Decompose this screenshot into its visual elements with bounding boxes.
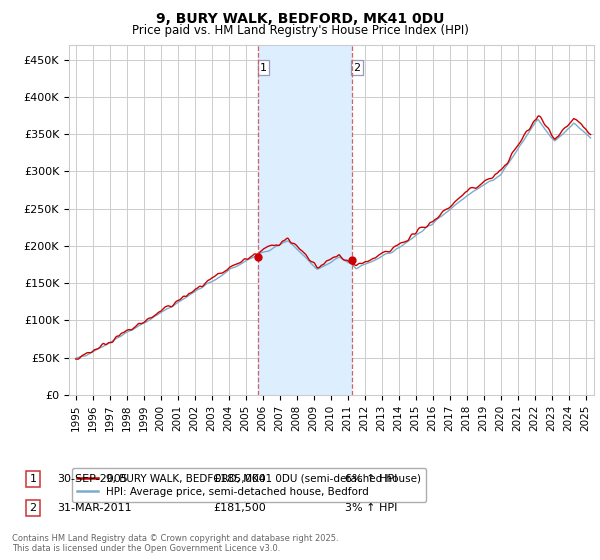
Text: 2: 2 — [29, 503, 37, 513]
Text: £185,000: £185,000 — [213, 474, 266, 484]
Text: 2: 2 — [353, 63, 361, 73]
Text: 30-SEP-2005: 30-SEP-2005 — [57, 474, 128, 484]
Text: 1: 1 — [260, 63, 267, 73]
Legend: 9, BURY WALK, BEDFORD, MK41 0DU (semi-detached house), HPI: Average price, semi-: 9, BURY WALK, BEDFORD, MK41 0DU (semi-de… — [71, 468, 426, 502]
Text: 9, BURY WALK, BEDFORD, MK41 0DU: 9, BURY WALK, BEDFORD, MK41 0DU — [156, 12, 444, 26]
Text: 31-MAR-2011: 31-MAR-2011 — [57, 503, 131, 513]
Text: 3% ↑ HPI: 3% ↑ HPI — [345, 503, 397, 513]
Text: £181,500: £181,500 — [213, 503, 266, 513]
Text: 6% ↑ HPI: 6% ↑ HPI — [345, 474, 397, 484]
Text: Contains HM Land Registry data © Crown copyright and database right 2025.
This d: Contains HM Land Registry data © Crown c… — [12, 534, 338, 553]
Text: 1: 1 — [29, 474, 37, 484]
Text: Price paid vs. HM Land Registry's House Price Index (HPI): Price paid vs. HM Land Registry's House … — [131, 24, 469, 36]
